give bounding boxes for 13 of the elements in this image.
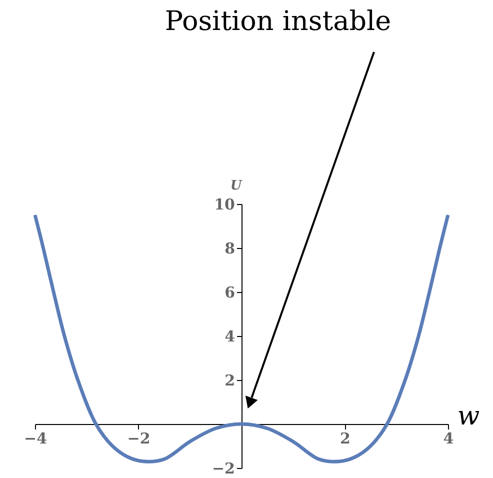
y-axis-title: U bbox=[230, 178, 242, 194]
y-tick-label: 10 bbox=[214, 196, 235, 214]
x-tick-label: 4 bbox=[443, 430, 454, 448]
x-tick-label: 2 bbox=[340, 430, 350, 448]
x-tick-label: −2 bbox=[127, 430, 150, 448]
y-tick-label: 4 bbox=[224, 328, 235, 346]
y-tick-label: −2 bbox=[212, 460, 235, 478]
x-axis-title: w bbox=[457, 402, 480, 432]
y-tick-label: 6 bbox=[224, 284, 235, 302]
y-tick-label: 2 bbox=[224, 372, 235, 390]
y-tick-label: 8 bbox=[224, 240, 235, 258]
x-tick-label: −4 bbox=[24, 430, 48, 448]
text: Position instable bbox=[164, 6, 392, 37]
